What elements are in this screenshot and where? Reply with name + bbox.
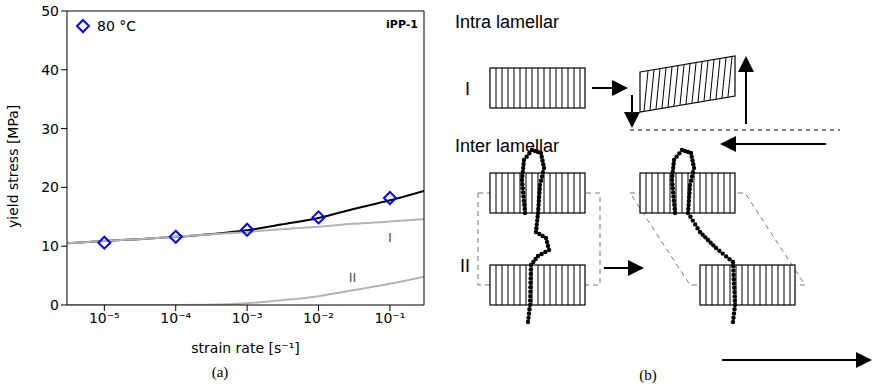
svg-text:yield stress [MPa]: yield stress [MPa]: [5, 105, 21, 228]
html-text:80 °C: 80 °C: [97, 18, 136, 34]
svg-text:20: 20: [41, 179, 59, 195]
svg-text:I: I: [465, 79, 470, 99]
svg-text:I: I: [388, 230, 392, 245]
svg-text:10⁻¹: 10⁻¹: [375, 310, 406, 326]
html-text:iPP-1: iPP-1: [386, 18, 418, 31]
svg-text:10⁻²: 10⁻²: [303, 310, 334, 326]
svg-text:40: 40: [41, 62, 59, 78]
svg-text:Intra lamellar: Intra lamellar: [455, 12, 559, 32]
svg-text:Inter lamellar: Inter lamellar: [455, 136, 559, 156]
svg-text:10⁻⁴: 10⁻⁴: [160, 310, 191, 326]
svg-text:30: 30: [41, 121, 59, 137]
svg-text:strain rate [s⁻¹]: strain rate [s⁻¹]: [191, 340, 299, 356]
svg-text:10⁻³: 10⁻³: [232, 310, 263, 326]
svg-text:(b): (b): [639, 367, 657, 384]
svg-text:0: 0: [50, 297, 59, 313]
svg-text:10⁻⁵: 10⁻⁵: [89, 310, 120, 326]
svg-text:II: II: [460, 256, 470, 276]
svg-text:10: 10: [41, 238, 59, 254]
svg-text:II: II: [349, 270, 357, 285]
svg-text:50: 50: [41, 3, 59, 19]
html-text:(a): (a): [211, 364, 229, 380]
